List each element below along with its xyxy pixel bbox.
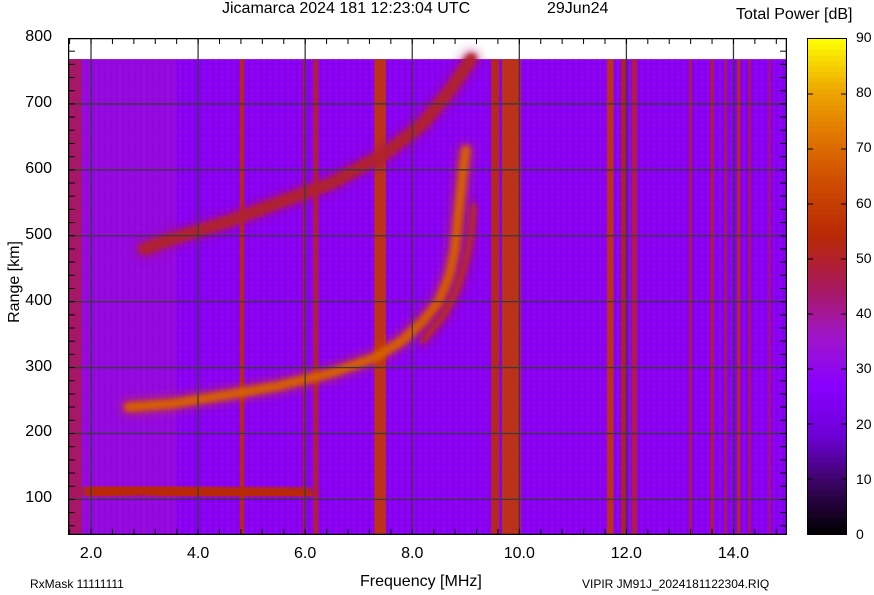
colorbar-tick-label: 40 bbox=[856, 305, 872, 322]
colorbar-tick-label: 70 bbox=[856, 139, 872, 156]
heatmap-layer bbox=[68, 50, 787, 535]
x-tick-label: 6.0 bbox=[294, 545, 317, 562]
y-axis-label: Range [km] bbox=[6, 241, 23, 323]
chart-date: 29Jun24 bbox=[547, 0, 609, 17]
colorbar-tick-label: 30 bbox=[856, 360, 872, 377]
colorbar bbox=[807, 38, 847, 535]
colorbar-title: Total Power [dB] bbox=[736, 6, 853, 23]
y-tick-label: 800 bbox=[25, 28, 52, 45]
colorbar-tick-label: 60 bbox=[856, 194, 872, 211]
colorbar-tick-label: 0 bbox=[856, 526, 864, 542]
y-tick-label: 100 bbox=[25, 489, 52, 507]
colorbar-tick-label: 50 bbox=[856, 249, 872, 266]
y-tick-label: 600 bbox=[25, 159, 52, 177]
y-tick-label: 200 bbox=[25, 423, 52, 441]
colorbar-tick-label: 10 bbox=[856, 470, 872, 487]
x-tick-label: 12.0 bbox=[610, 545, 642, 562]
y-tick-label: 500 bbox=[25, 225, 52, 243]
ionogram-plot bbox=[68, 38, 787, 535]
grid-layer bbox=[68, 38, 787, 535]
file-info-label: VIPIR JM91J_2024181122304.RIQ bbox=[582, 577, 770, 591]
x-tick-label: 10.0 bbox=[503, 545, 535, 562]
colorbar-tick-label: 20 bbox=[856, 415, 872, 432]
colorbar-tick-label: 90 bbox=[856, 29, 872, 45]
x-tick-label: 2.0 bbox=[79, 545, 103, 562]
y-tick-label: 400 bbox=[25, 291, 52, 309]
x-axis-label: Frequency [MHz] bbox=[360, 573, 482, 590]
rxmask-label: RxMask 11111111 bbox=[30, 577, 124, 591]
x-tick-label: 14.0 bbox=[717, 545, 750, 562]
chart-title: Jicamarca 2024 181 12:23:04 UTC bbox=[222, 0, 471, 17]
x-tick-label: 4.0 bbox=[186, 545, 210, 562]
colorbar-tick-label: 80 bbox=[856, 84, 872, 101]
y-tick-label: 700 bbox=[25, 93, 52, 111]
x-tick-label: 8.0 bbox=[401, 545, 424, 562]
y-tick-label: 300 bbox=[25, 357, 52, 375]
